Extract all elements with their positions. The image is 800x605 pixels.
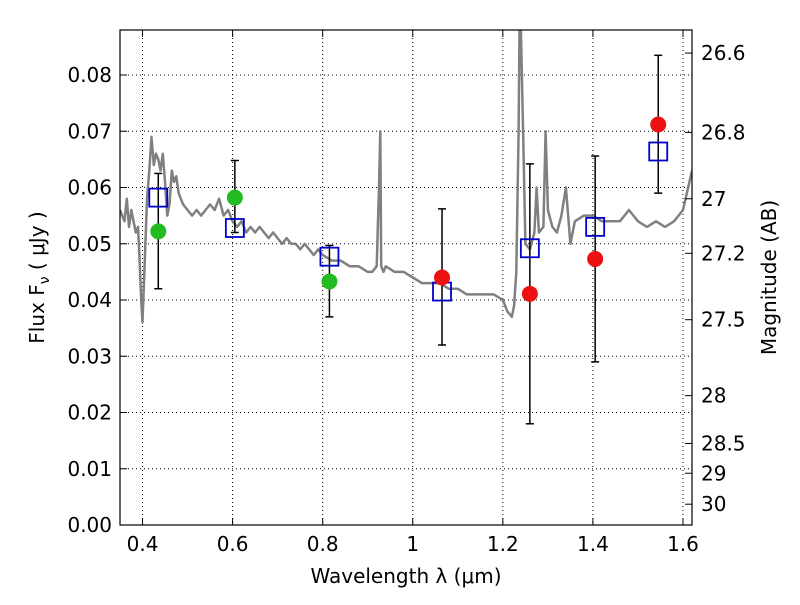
mag-tick-label-0: 26.6 xyxy=(701,41,746,65)
y-tick-label-5: 0.05 xyxy=(67,232,112,256)
green-flux-point-2 xyxy=(321,273,338,290)
mag-tick-label-4: 27.5 xyxy=(701,308,746,332)
y-axis-title-unit: ( μJy ) xyxy=(25,211,49,276)
y-tick-label-0: 0.00 xyxy=(67,513,112,537)
model-flux-square-5 xyxy=(585,216,606,237)
model-flux-square-6 xyxy=(648,141,669,162)
x-tick-label-3: 1 xyxy=(406,532,419,556)
x-tick-label-5: 1.4 xyxy=(577,532,609,556)
plot-area xyxy=(120,30,692,425)
mag-tick-label-8: 30 xyxy=(701,492,726,516)
model-flux-square-1 xyxy=(224,218,245,238)
red-flux-point-2 xyxy=(587,250,604,267)
y-tick-label-8: 0.08 xyxy=(67,63,112,87)
model-flux-square-4 xyxy=(519,238,540,259)
x-tick-label-2: 0.8 xyxy=(307,532,339,556)
x-tick-label-1: 0.6 xyxy=(217,532,249,556)
mag-tick-label-1: 26.8 xyxy=(701,120,746,144)
green-flux-point-0 xyxy=(150,223,167,240)
y-tick-label-7: 0.07 xyxy=(67,119,112,143)
x-tick-label-6: 1.6 xyxy=(667,532,699,556)
y-axis-title-subscript: ν xyxy=(37,276,53,284)
grid-lines xyxy=(120,30,692,526)
mag-tick-label-6: 28.5 xyxy=(701,431,746,455)
right-axis-title: Magnitude (AB) xyxy=(757,200,781,355)
y-tick-label-2: 0.02 xyxy=(67,401,112,425)
green-flux-point-1 xyxy=(226,189,243,206)
red-flux-point-1 xyxy=(521,285,538,302)
y-axis-title-main: Flux F xyxy=(25,284,49,343)
plot-frame xyxy=(119,29,693,526)
model-flux-square-2 xyxy=(319,246,340,267)
model-flux-square-0 xyxy=(148,187,169,208)
y-axis-title: Flux Fν ( μJy ) xyxy=(25,211,53,343)
axis-ticks: 0.4 0.6 0.8 1 1.2 1.4 1.6 0.00 0.01 0.02 0.03 0.04 0… xyxy=(67,30,746,556)
mag-tick-label-3: 27.2 xyxy=(701,241,746,265)
y-tick-label-4: 0.04 xyxy=(67,288,112,312)
model-spectrum-line xyxy=(120,30,692,324)
red-flux-point-3 xyxy=(650,116,667,133)
x-tick-label-4: 1.2 xyxy=(487,532,519,556)
y-tick-label-6: 0.06 xyxy=(67,176,112,200)
mag-tick-label-7: 29 xyxy=(701,461,726,485)
mag-tick-label-5: 28 xyxy=(701,384,726,408)
x-axis-title: Wavelength λ (μm) xyxy=(310,564,501,588)
mag-tick-label-2: 27 xyxy=(701,187,726,211)
red-flux-point-0 xyxy=(434,269,451,286)
axes-frame xyxy=(119,29,693,526)
y-tick-label-3: 0.03 xyxy=(67,344,112,368)
y-tick-label-1: 0.01 xyxy=(67,457,112,481)
x-tick-label-0: 0.4 xyxy=(127,532,159,556)
